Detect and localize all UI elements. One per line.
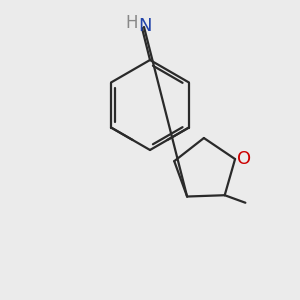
Text: O: O [237, 150, 251, 168]
Text: H: H [126, 14, 138, 32]
Text: N: N [138, 17, 152, 35]
